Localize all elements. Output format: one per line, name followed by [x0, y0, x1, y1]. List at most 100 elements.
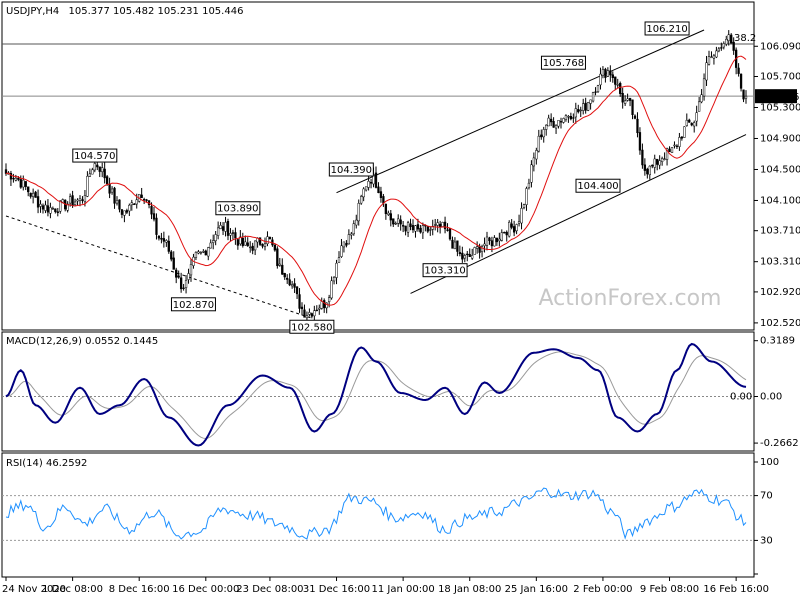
x-tick-label: 16 Feb 16:00	[703, 584, 769, 595]
rsi-layer: 100 70 30	[2, 457, 779, 575]
annotation-label: 102.870	[173, 300, 214, 311]
candle	[554, 124, 558, 134]
candle-body	[56, 211, 59, 213]
candle	[594, 87, 597, 96]
candle-body	[414, 225, 417, 232]
candle	[160, 232, 163, 244]
candle	[500, 229, 503, 242]
x-tick-label: 16 Dec 00:00	[172, 584, 239, 595]
candle	[96, 161, 99, 171]
candle-body	[54, 208, 57, 212]
candle-body	[177, 275, 180, 278]
candle-body	[564, 115, 568, 120]
candle	[313, 305, 316, 322]
candle	[673, 141, 676, 149]
candle-body	[503, 232, 506, 234]
ohlc-readout: 105.377 105.482 105.231 105.446	[68, 6, 243, 17]
candle-body	[643, 164, 647, 171]
candle-body	[702, 78, 706, 97]
candle	[643, 158, 647, 176]
candle	[567, 115, 570, 123]
candle	[498, 232, 501, 247]
candle-body	[471, 255, 474, 259]
candle-body	[656, 158, 659, 165]
candle-body	[611, 74, 614, 79]
candle	[742, 89, 745, 103]
candle-body	[680, 136, 684, 139]
candle-body	[389, 213, 392, 221]
price-y-tick-label: 104.100	[760, 195, 800, 206]
candle	[562, 117, 565, 124]
candle-body	[364, 186, 368, 191]
candle	[86, 171, 89, 198]
candle	[133, 202, 136, 206]
candle	[179, 272, 183, 293]
candle	[693, 120, 696, 133]
candle-body	[697, 101, 701, 112]
annotation-box	[540, 55, 586, 70]
moving-average-line	[5, 55, 747, 306]
candle	[463, 253, 466, 263]
candle-body	[96, 164, 99, 168]
candle	[103, 162, 106, 184]
price-y-tick-label: 103.310	[760, 257, 800, 268]
candle-body	[601, 69, 605, 76]
candle	[14, 174, 18, 182]
candle-body	[720, 47, 723, 49]
price-annotation: 102.870	[170, 297, 216, 312]
candle	[453, 237, 457, 250]
candle-body	[419, 227, 422, 233]
candle	[503, 231, 506, 234]
candle-body	[261, 243, 264, 247]
candle	[118, 199, 121, 213]
candle-body	[451, 239, 454, 249]
candle-body	[327, 297, 331, 302]
candle-body	[554, 125, 558, 129]
candle	[46, 199, 50, 217]
symbol-label: USDJPY,H4	[6, 6, 59, 17]
candle-body	[456, 240, 459, 252]
candle	[88, 168, 92, 177]
annotation-label: 104.390	[331, 165, 372, 176]
candle	[710, 51, 713, 59]
candle	[730, 33, 733, 44]
price-header: USDJPY,H4 105.377 105.482 105.231 105.44…	[6, 6, 243, 17]
candle	[130, 199, 133, 211]
x-tick-label: 11 Jan 00:00	[371, 584, 434, 595]
candle-body	[12, 177, 15, 180]
price-annotation: 102.580	[289, 319, 335, 334]
candle-body	[103, 168, 106, 179]
candle-body	[290, 284, 294, 287]
candle-body	[303, 309, 306, 318]
candle	[680, 136, 684, 141]
annotation-label: 102.580	[291, 322, 332, 333]
candle-body	[411, 225, 415, 231]
candle	[739, 73, 743, 92]
candle-body	[88, 173, 92, 177]
candle-body	[658, 160, 661, 166]
candle-body	[508, 222, 511, 237]
candle-body	[685, 119, 688, 126]
candle-body	[665, 148, 669, 160]
candle	[700, 89, 703, 104]
candle-body	[537, 135, 540, 152]
candle-body	[249, 246, 252, 249]
rsi-line	[5, 487, 747, 540]
candle	[342, 241, 346, 253]
candle	[611, 71, 614, 83]
candle	[41, 203, 45, 214]
candle	[488, 236, 491, 245]
candle-body	[722, 43, 725, 48]
candle-body	[436, 222, 439, 226]
candle-body	[81, 199, 84, 201]
candle	[569, 112, 573, 121]
candle-body	[387, 212, 390, 215]
candle-body	[401, 225, 405, 227]
candle	[485, 231, 489, 251]
candle-body	[678, 137, 681, 147]
candle-body	[234, 232, 237, 239]
candle-body	[115, 200, 119, 204]
watermark: ActionForex.com	[539, 286, 722, 311]
candle	[81, 196, 84, 204]
candle-body	[332, 277, 336, 282]
